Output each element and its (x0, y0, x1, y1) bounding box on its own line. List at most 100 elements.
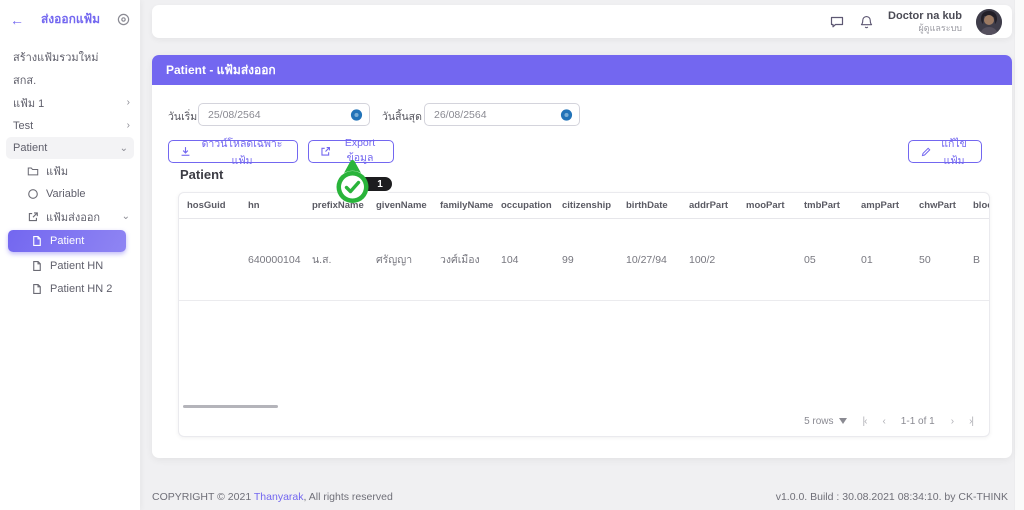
column-header: mooPart (746, 200, 785, 211)
download-file-label: ดาวน์โหลดเฉพาะแฟ้ม (201, 137, 283, 167)
sidebar-item-label: สกส. (13, 74, 37, 87)
prev-page-button[interactable]: ‹ (882, 415, 886, 427)
sidebar-item-variable[interactable]: Variable (0, 182, 140, 205)
caret-down-icon (838, 418, 847, 424)
sidebar-item-label: Patient (13, 142, 48, 154)
sidebar-item-label: Test (13, 119, 34, 132)
cell-givenName: ศรัญญา (376, 254, 413, 266)
back-arrow-icon[interactable]: ← (10, 11, 24, 28)
sidebar-item-patient[interactable]: Patient (8, 230, 126, 252)
export-data-button[interactable]: Export ข้อมูล (308, 137, 394, 164)
version-text: v1.0.0. Build : 30.08.2021 08:34:10. by … (775, 491, 1008, 503)
avatar[interactable] (976, 8, 1002, 35)
cell-occupation: 104 (501, 253, 519, 266)
user-role: ผู้ดูแลระบบ (918, 22, 962, 33)
cell-birthDate: 10/27/94 (626, 253, 667, 266)
chat-icon[interactable] (829, 14, 845, 30)
cell-chwPart: 50 (919, 253, 931, 266)
folder-icon (26, 164, 39, 177)
sidebar-item-label: Patient HN 2 (50, 282, 113, 295)
sidebar-item-test[interactable]: Test › (0, 114, 140, 137)
horizontal-scrollbar[interactable] (183, 405, 278, 408)
thanyarak-link[interactable]: Thanyarak (253, 491, 304, 503)
table-header-row: hosGuid hn prefixName givenName familyNa… (179, 193, 989, 219)
rows-per-page-value: 5 rows (804, 415, 834, 427)
cell-citizenship: 99 (562, 253, 574, 266)
user-menu[interactable]: Doctor na kub ผู้ดูแลระบบ (888, 10, 962, 33)
page-title: Patient - แฟ้มส่งออก (166, 63, 276, 77)
column-header: occupation (501, 200, 552, 211)
footer: COPYRIGHT © 2021 Thanyarak, All rights r… (152, 491, 1008, 503)
column-header: chwPart (919, 200, 956, 211)
sidebar-item-fam[interactable]: แฟ้ม (0, 159, 140, 182)
start-date-input[interactable]: 25/08/2564 (198, 103, 370, 126)
sidebar-item-patient-hn2[interactable]: Patient HN 2 (0, 277, 140, 300)
date-filters: วันเริ่ม 25/08/2564 วันสิ้นสุด 26/08/256… (152, 103, 1012, 127)
sidebar-item-file1[interactable]: แฟ้ม 1 › (0, 91, 140, 114)
next-page-button[interactable]: › (950, 415, 955, 427)
chevron-down-icon: ⌄ (121, 211, 130, 222)
sidebar-item-export-group[interactable]: แฟ้มส่งออก ⌄ (0, 205, 140, 228)
last-page-button[interactable]: ›| (969, 415, 974, 427)
end-date-label: วันสิ้นสุด (382, 111, 422, 123)
page-scrollbar[interactable] (1014, 0, 1024, 510)
chevron-right-icon: › (126, 97, 130, 108)
edit-file-label: แก้ไขแฟ้ม (941, 137, 967, 167)
sidebar-item-label: Patient (50, 235, 85, 247)
date-clear-icon[interactable] (350, 108, 363, 121)
export-data-label: Export ข้อมูล (344, 137, 376, 164)
sidebar-item-label: แฟ้ม (46, 165, 69, 178)
table-title: Patient (180, 167, 224, 182)
cell-ampPart: 01 (861, 253, 873, 266)
external-link-icon (319, 145, 332, 158)
download-icon (179, 145, 192, 158)
chevron-down-icon: ⌄ (119, 142, 128, 154)
table-pagination: 5 rows |‹ ‹ 1-1 of 1 › ›| (179, 406, 989, 436)
sidebar-item-patient-group[interactable]: Patient ⌄ (6, 137, 134, 159)
column-header: prefixName (312, 200, 364, 211)
column-header: tmbPart (804, 200, 840, 211)
bell-icon[interactable] (859, 14, 874, 30)
sidebar: ← ส่งออกแฟ้ม สร้างแฟ้มรวมใหม่ สกส. แฟ้ม … (0, 0, 140, 510)
user-name: Doctor na kub (888, 10, 962, 22)
table-row[interactable]: 640000104 น.ส. ศรัญญา วงศ์เมือง 104 99 1… (179, 219, 989, 301)
date-clear-icon[interactable] (560, 108, 573, 121)
end-date-value: 26/08/2564 (434, 108, 487, 121)
main-card: Patient - แฟ้มส่งออก วันเริ่ม 25/08/2564… (152, 55, 1012, 458)
sidebar-item-label: Variable (46, 187, 86, 200)
sidebar-title: ส่งออกแฟ้ม (40, 12, 100, 26)
first-page-button[interactable]: |‹ (862, 415, 868, 427)
sidebar-header: ← ส่งออกแฟ้ม (0, 0, 140, 37)
record-icon[interactable] (117, 13, 130, 26)
sidebar-item-label: Patient HN (50, 259, 104, 272)
rows-per-page-select[interactable]: 5 rows (804, 415, 847, 427)
column-header: familyName (440, 200, 494, 211)
download-file-button[interactable]: ดาวน์โหลดเฉพาะแฟ้ม (168, 138, 298, 167)
file-icon (30, 282, 43, 295)
sidebar-item-patient-hn[interactable]: Patient HN (0, 254, 140, 277)
circle-icon (26, 187, 39, 200)
cell-prefixName: น.ส. (312, 254, 332, 266)
column-header: hn (248, 200, 260, 211)
copyright-text: COPYRIGHT © 2021 Thanyarak, All rights r… (152, 491, 393, 503)
sidebar-item-label: แฟ้ม 1 (13, 97, 45, 110)
sidebar-item-sks[interactable]: สกส. (0, 68, 140, 91)
page-title-banner: Patient - แฟ้มส่งออก (152, 55, 1012, 85)
column-header: birthDate (626, 200, 668, 211)
sidebar-item-label: แฟ้มส่งออก (46, 211, 101, 224)
end-date-input[interactable]: 26/08/2564 (424, 103, 580, 126)
cell-hn: 640000104 (248, 253, 301, 266)
edit-file-button[interactable]: แก้ไขแฟ้ม (908, 138, 982, 167)
pencil-icon (919, 145, 932, 158)
sidebar-item-create-file[interactable]: สร้างแฟ้มรวมใหม่ (0, 45, 140, 68)
cell-addrPart: 100/2 (689, 253, 716, 266)
column-header: addrPart (689, 200, 729, 211)
sidebar-nav: สร้างแฟ้มรวมใหม่ สกส. แฟ้ม 1 › Test › Pa… (0, 45, 140, 300)
page-range-label: 1-1 of 1 (900, 415, 935, 427)
column-header: ampPart (861, 200, 900, 211)
topbar: Doctor na kub ผู้ดูแลระบบ (152, 5, 1012, 38)
patient-table: hosGuid hn prefixName givenName familyNa… (178, 192, 990, 437)
start-date-label: วันเริ่ม (168, 111, 198, 123)
export-icon (26, 210, 39, 223)
